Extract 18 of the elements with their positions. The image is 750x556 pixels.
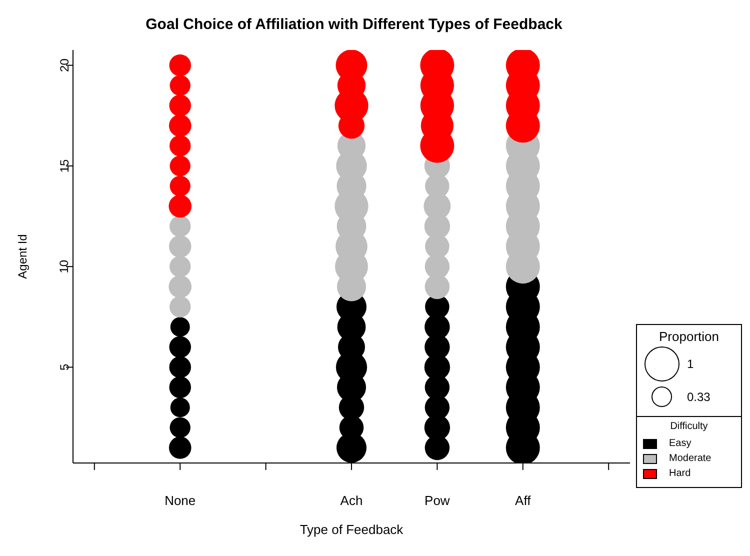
legend-label: Moderate (669, 453, 712, 464)
legend-label: 0.33 (687, 390, 710, 404)
x-tick-label: Aff (515, 493, 532, 508)
x-axis-title: Type of Feedback (300, 522, 404, 537)
x-tick-label: Pow (424, 493, 450, 508)
chart-title: Goal Choice of Affiliation with Different Types of Feedback (144, 16, 564, 33)
y-axis-title: Agent Id (15, 234, 30, 279)
legend-label: 1 (687, 357, 694, 372)
x-tick-label: None (164, 493, 196, 508)
y-tick-label: 15 (57, 158, 72, 173)
x-tick-label: Ach (340, 493, 363, 508)
y-tick-label: 5 (57, 364, 72, 371)
y-tick-label: 10 (57, 260, 72, 274)
text: Proportion (658, 329, 720, 344)
legend-label: Easy (669, 438, 692, 449)
y-tick-label: 20 (57, 58, 72, 72)
legend-label: Hard (669, 468, 691, 479)
legend-title: Difficulty (669, 421, 709, 432)
